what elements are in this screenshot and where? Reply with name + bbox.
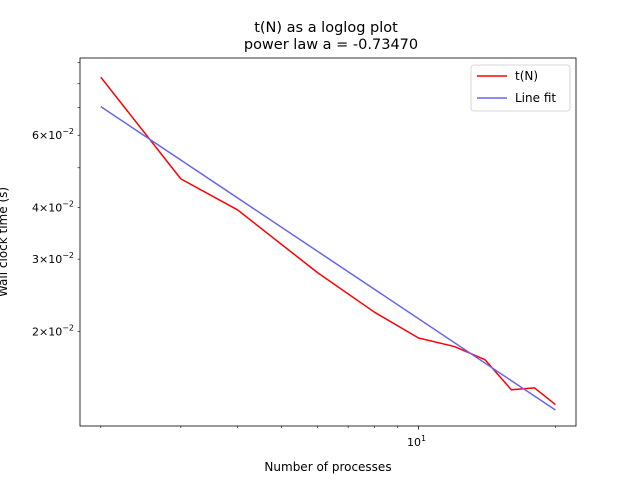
y-axis-label: Wall clock time (s): [0, 187, 10, 297]
y-tick-label: 2×10−2: [32, 324, 74, 339]
legend-label-line-fit: Line fit: [515, 91, 556, 105]
x-axis-label: Number of processes: [264, 460, 391, 474]
series-line-1: [100, 106, 556, 411]
y-tick-label: 4×10−2: [32, 200, 74, 215]
x-tick-label: 101: [407, 434, 426, 449]
legend-label-t-n: t(N): [515, 69, 538, 83]
series-line-0: [100, 76, 556, 406]
y-tick-label: 6×10−2: [32, 127, 74, 142]
y-axis-ticks: 2×10−2 3×10−2 4×10−2 6×10−2: [32, 62, 80, 339]
chart-title-line1: t(N) as a loglog plot: [254, 20, 398, 36]
legend: t(N) Line fit: [470, 64, 571, 112]
y-tick-label: 3×10−2: [32, 251, 74, 266]
plot-lines: [100, 76, 556, 411]
plot-frame: [79, 57, 577, 427]
chart-title-line2: power law a = -0.73470: [244, 37, 418, 53]
